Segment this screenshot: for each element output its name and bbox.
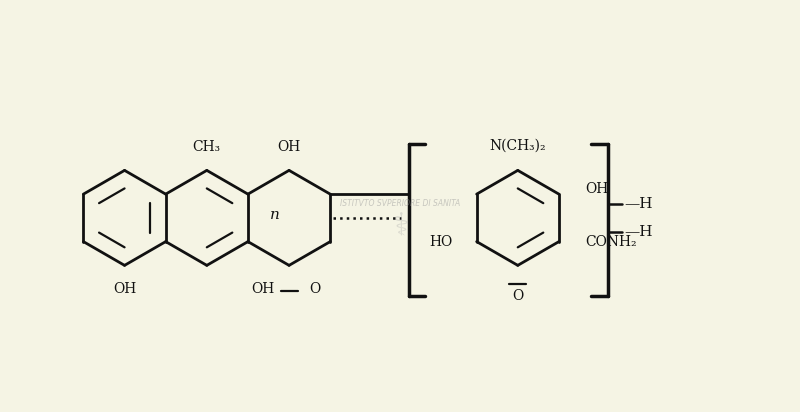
Text: CH₃: CH₃: [193, 140, 221, 154]
Text: OH: OH: [585, 183, 608, 197]
Text: OH: OH: [278, 140, 301, 154]
Text: HO: HO: [430, 234, 453, 248]
Text: OH: OH: [251, 282, 274, 296]
Text: O: O: [512, 289, 523, 303]
Text: CONH₂: CONH₂: [585, 234, 637, 248]
Text: OH: OH: [113, 282, 136, 296]
Text: N(CH₃)₂: N(CH₃)₂: [490, 138, 546, 152]
Text: n: n: [270, 208, 280, 222]
Text: —H: —H: [625, 225, 653, 239]
Text: ⚕: ⚕: [392, 213, 408, 242]
Text: O: O: [310, 282, 321, 296]
Text: ISTITVTO SVPERIORE DI SANITA: ISTITVTO SVPERIORE DI SANITA: [340, 199, 460, 208]
Text: —H: —H: [625, 197, 653, 211]
